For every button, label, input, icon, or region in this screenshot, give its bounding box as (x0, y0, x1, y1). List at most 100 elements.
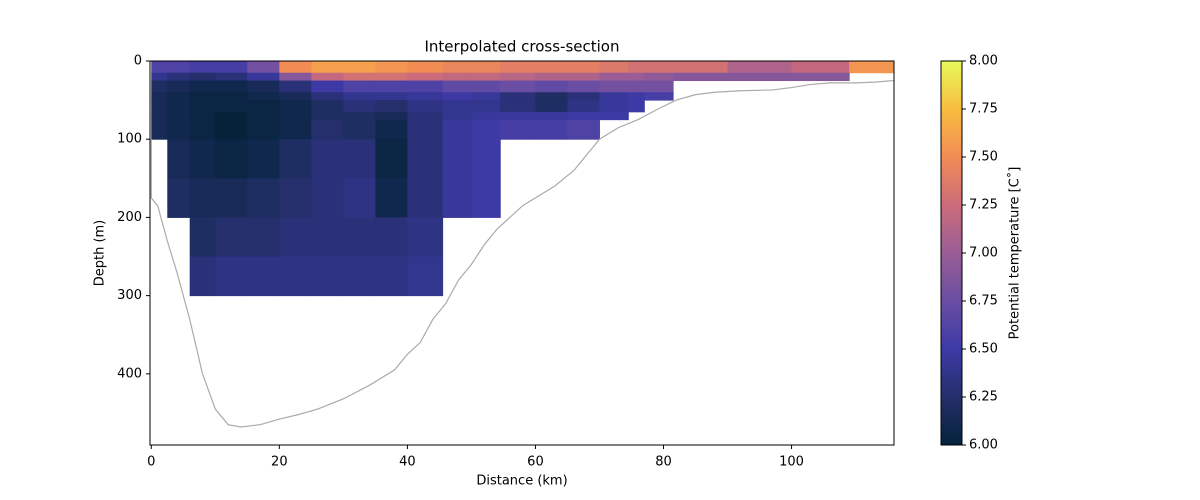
heat-cell (599, 80, 629, 93)
heat-cell (343, 111, 376, 121)
heat-cell (167, 111, 191, 121)
heat-cell (215, 139, 248, 179)
heat-cell (311, 111, 344, 121)
heat-cell (442, 119, 472, 140)
heat-cell (151, 111, 168, 121)
heat-cell (343, 139, 376, 179)
heat-cell (407, 119, 444, 140)
heat-cell (375, 61, 408, 74)
heat-cell (849, 61, 895, 74)
heat-cell (442, 111, 472, 121)
x-tick-label: 100 (779, 455, 804, 470)
heat-cell (343, 61, 376, 74)
heat-cell (247, 92, 280, 101)
heat-cell (791, 61, 850, 74)
heat-cell (189, 178, 216, 218)
colorbar-tick-label: 6.50 (969, 342, 998, 357)
heat-cell (343, 256, 376, 297)
heat-cell (471, 61, 501, 74)
heat-cell (311, 119, 344, 140)
heat-cell (471, 178, 501, 218)
heat-cell (567, 80, 600, 93)
heat-cell (567, 61, 600, 74)
heat-cell (500, 80, 536, 93)
heat-cell (189, 80, 216, 93)
heat-cell (727, 72, 793, 82)
heat-cell (189, 61, 216, 74)
heat-cell (442, 139, 472, 179)
heat-cell (727, 61, 793, 74)
heat-cell (407, 92, 444, 101)
y-axis-label: Depth (m) (93, 220, 108, 287)
colorbar-tick-label: 8.00 (969, 54, 998, 69)
heat-cell (279, 111, 312, 121)
heat-cell (167, 72, 191, 82)
heat-cell (247, 256, 280, 297)
heat-cell (343, 92, 376, 101)
heat-cell (247, 61, 280, 74)
x-tick-label: 20 (271, 455, 288, 470)
heat-cell (189, 119, 216, 140)
heat-cell (343, 217, 376, 258)
heat-cell (500, 100, 536, 113)
heat-cell (407, 80, 444, 93)
heat-cell (644, 80, 674, 93)
heat-cell (151, 61, 168, 74)
heat-cell (247, 100, 280, 113)
heat-cell (375, 256, 408, 297)
heat-cell (567, 92, 600, 101)
heat-cell (189, 111, 216, 121)
heat-cell (442, 178, 472, 218)
x-tick-label: 40 (399, 455, 416, 470)
colorbar-tick-label: 6.75 (969, 294, 998, 309)
heat-cell (215, 178, 248, 218)
heat-cell (375, 119, 408, 140)
heat-cell (151, 100, 168, 113)
heat-cell (628, 72, 645, 82)
heat-cell (215, 119, 248, 140)
heat-cell (279, 119, 312, 140)
heat-cell (375, 217, 408, 258)
colorbar-tick-label: 6.25 (969, 390, 998, 405)
heat-cell (375, 100, 408, 113)
heat-cell (215, 72, 248, 82)
heat-cell (375, 72, 408, 82)
heat-cell (311, 217, 344, 258)
heat-cell (189, 139, 216, 179)
y-tick-label: 200 (117, 210, 142, 225)
heat-cell (247, 217, 280, 258)
heat-cell (500, 92, 536, 101)
colorbar-tick-label: 6.00 (969, 438, 998, 453)
heat-cell (407, 256, 444, 297)
colorbar-label: Potential temperature [C˚] (1007, 167, 1023, 340)
heat-cell (442, 72, 472, 82)
heat-cell (151, 92, 168, 101)
bathymetry-line (150, 79, 895, 428)
heat-cell (215, 80, 248, 93)
heat-cell (407, 217, 444, 258)
heat-cell (215, 111, 248, 121)
heat-cell (442, 92, 472, 101)
heat-cell (279, 72, 312, 82)
heat-cell (215, 217, 248, 258)
heat-cell (471, 111, 501, 121)
heat-cell (791, 72, 850, 82)
heat-cell (628, 100, 645, 113)
heat-cell (215, 61, 248, 74)
heat-cell (407, 100, 444, 113)
heat-cell (500, 111, 536, 121)
heat-cell (311, 80, 344, 93)
heat-cell (471, 72, 501, 82)
heat-cell (215, 100, 248, 113)
heat-cell (343, 100, 376, 113)
heat-cell (628, 92, 645, 101)
x-tick-label: 0 (147, 455, 155, 470)
heat-cell (167, 119, 191, 140)
heat-cell (311, 92, 344, 101)
heat-cell (599, 72, 629, 82)
heat-cell (189, 92, 216, 101)
heat-cell (442, 80, 472, 93)
heat-cell (343, 80, 376, 93)
heat-cell (471, 139, 501, 179)
heat-cell (407, 178, 444, 218)
